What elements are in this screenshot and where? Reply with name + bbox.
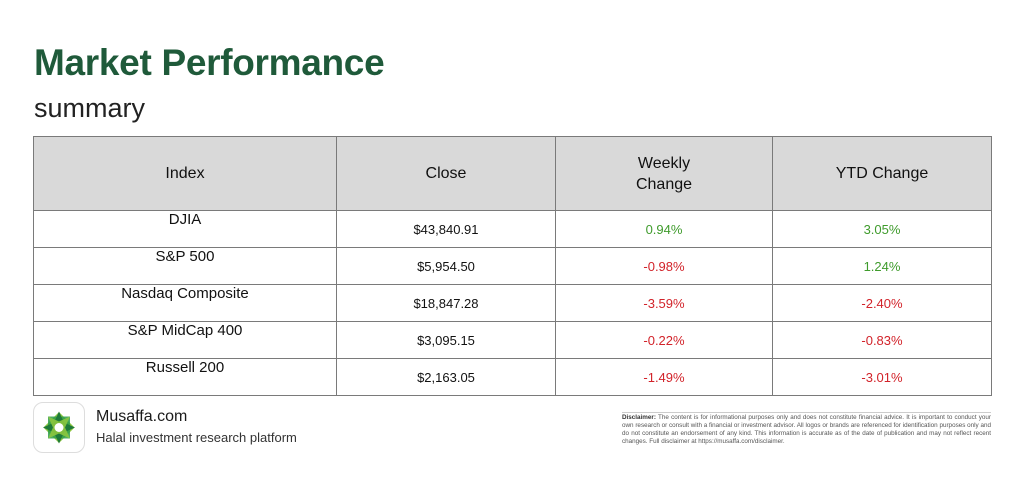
disclaimer: Disclaimer: The content is for informati… [622, 412, 991, 446]
cell-close: $18,847.28 [336, 284, 556, 322]
musaffa-logo-graphic [43, 411, 75, 444]
column-header-index: Index [33, 136, 337, 211]
cell-close: $2,163.05 [336, 358, 556, 396]
table-row: DJIA $43,840.91 0.94% 3.05% [33, 210, 992, 248]
cell-weekly-change: -0.22% [555, 321, 773, 359]
cell-weekly-change: -1.49% [555, 358, 773, 396]
page-title: Market Performance [34, 42, 385, 83]
table-header-row: Index Close Weekly Change YTD Change [33, 136, 992, 211]
cell-index: S&P MidCap 400 [33, 321, 337, 359]
table-row: S&P MidCap 400 $3,095.15 -0.22% -0.83% [33, 321, 992, 359]
cell-weekly-change: 0.94% [555, 210, 773, 248]
table-row: S&P 500 $5,954.50 -0.98% 1.24% [33, 247, 992, 285]
market-performance-table: Index Close Weekly Change YTD Change DJI… [33, 136, 992, 396]
cell-close: $3,095.15 [336, 321, 556, 359]
cell-ytd-change: 1.24% [772, 247, 992, 285]
table-row: Nasdaq Composite $18,847.28 -3.59% -2.40… [33, 284, 992, 322]
cell-index: Russell 200 [33, 358, 337, 396]
cell-ytd-change: 3.05% [772, 210, 992, 248]
table-row: Russell 200 $2,163.05 -1.49% -3.01% [33, 358, 992, 396]
cell-index: Nasdaq Composite [33, 284, 337, 322]
brand-name: Musaffa.com [96, 408, 188, 425]
cell-close: $43,840.91 [336, 210, 556, 248]
cell-close: $5,954.50 [336, 247, 556, 285]
cell-weekly-change: -0.98% [555, 247, 773, 285]
cell-weekly-change: -3.59% [555, 284, 773, 322]
column-header-weekly-change: Weekly Change [555, 136, 773, 211]
column-header-close: Close [336, 136, 556, 211]
disclaimer-text: The content is for informational purpose… [622, 414, 992, 445]
column-header-ytd-change: YTD Change [772, 136, 992, 211]
column-header-weekly-change-label: Weekly Change [635, 154, 693, 193]
cell-index: S&P 500 [33, 247, 337, 285]
cell-ytd-change: -2.40% [772, 284, 992, 322]
brand-tagline: Halal investment research platform [96, 430, 297, 445]
cell-ytd-change: -0.83% [772, 321, 992, 359]
page-subtitle: summary [34, 93, 146, 123]
cell-index: DJIA [33, 210, 337, 248]
cell-ytd-change: -3.01% [772, 358, 992, 396]
disclaimer-label: Disclaimer: [622, 414, 656, 421]
musaffa-logo-icon [33, 402, 85, 453]
